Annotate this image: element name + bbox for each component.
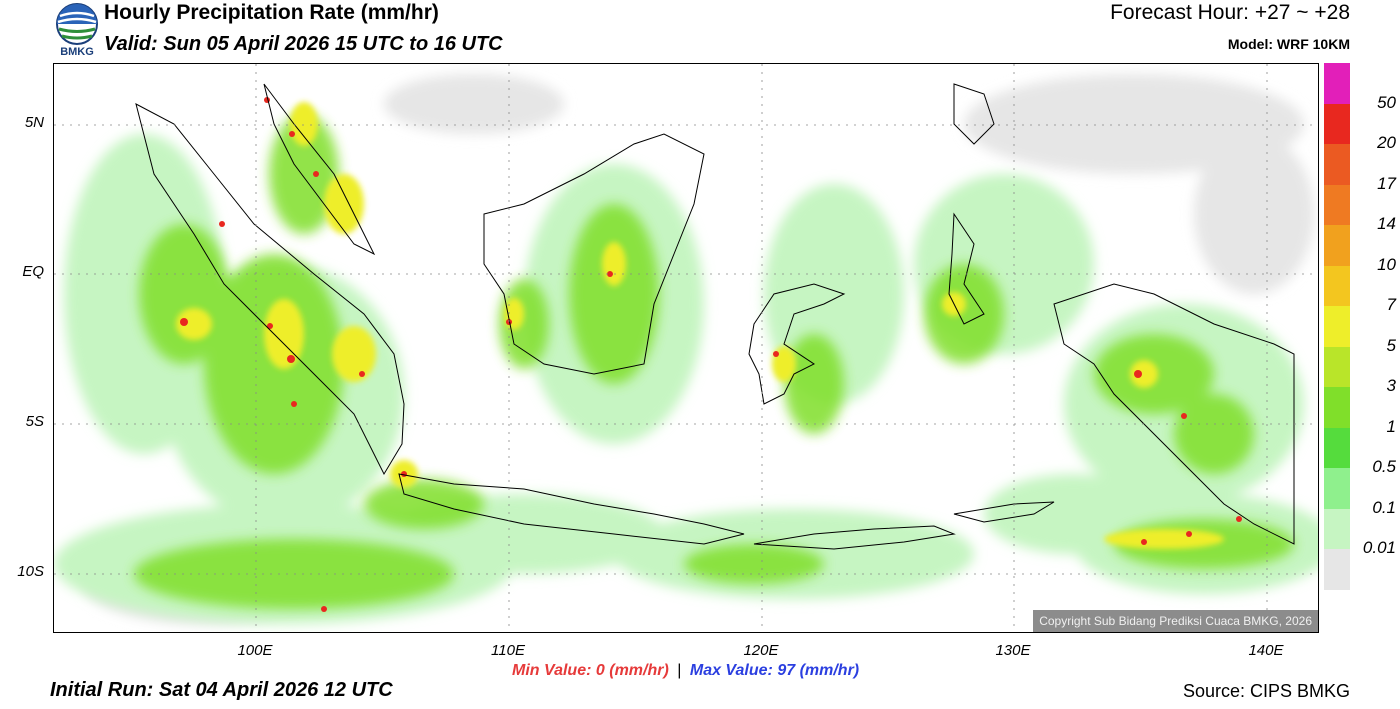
legend-swatch (1324, 144, 1350, 185)
legend-swatch (1324, 508, 1350, 550)
precip-moderate-layer (134, 114, 1294, 609)
legend-label: 1 (1386, 416, 1396, 436)
precipitation-map: Copyright Sub Bidang Prediksi Cuaca BMKG… (53, 63, 1319, 633)
legend-swatch (1324, 549, 1350, 590)
initial-run: Initial Run: Sat 04 April 2026 12 UTC (50, 679, 393, 701)
sulawesi-outline (748, 283, 846, 405)
chart-title: Hourly Precipitation Rate (mm/hr) (104, 1, 439, 24)
lon-tick-100e: 100E (237, 642, 273, 659)
legend-swatch (1324, 184, 1350, 226)
legend-swatch (1324, 265, 1350, 307)
bmkg-logo: BMKG (52, 2, 102, 62)
lon-tick-130e: 130E (995, 642, 1031, 659)
lat-tick-5n: 5N (24, 114, 44, 131)
sumatra-outline (135, 103, 405, 476)
legend-swatch (1324, 427, 1350, 469)
min-value-unit: (mm/hr) (609, 662, 669, 679)
legend-swatch (1324, 103, 1350, 145)
min-value: 0 (595, 662, 605, 679)
legend-label: 10 (1377, 254, 1396, 274)
map-canvas (54, 64, 1318, 632)
legend-label: 3 (1386, 376, 1396, 396)
precip-extreme-layer (180, 97, 1242, 612)
new-guinea-outline (1053, 283, 1295, 545)
copyright-notice: Copyright Sub Bidang Prediksi Cuaca BMKG… (1033, 610, 1318, 632)
valid-period: Valid: Sun 05 April 2026 15 UTC to 16 UT… (104, 33, 503, 55)
max-value-label: Max Value: (689, 662, 773, 679)
min-value-label: Min Value: (512, 662, 592, 679)
java-outline (398, 473, 745, 545)
bmkg-globe-icon (56, 3, 98, 45)
legend-label: 5 (1386, 335, 1396, 355)
lat-tick-10s: 10S (17, 563, 44, 580)
malay-peninsula-outline (263, 83, 376, 256)
legend-swatch (1324, 387, 1350, 428)
forecast-hour: Forecast Hour: +27 ~ +28 (1110, 1, 1350, 24)
coastlines (135, 83, 1295, 550)
legend-label: 20 (1377, 133, 1396, 153)
legend-label: 0.1 (1372, 497, 1396, 517)
legend-swatch (1324, 63, 1350, 104)
legend-label: 50 (1377, 92, 1396, 112)
nusa-tenggara-outline (753, 525, 956, 550)
lat-tick-5s: 5S (25, 413, 44, 430)
max-value-unit: (mm/hr) (799, 662, 860, 679)
lat-tick-eq: EQ (22, 263, 44, 280)
timor-outline (953, 501, 1055, 523)
legend-swatch (1324, 468, 1350, 509)
data-source: Source: CIPS BMKG (1182, 681, 1350, 701)
model-name: Model: WRF 10KM (1227, 36, 1350, 52)
lon-tick-140e: 140E (1248, 642, 1284, 659)
legend-label: 0.01 (1362, 538, 1396, 558)
maluku-outline (948, 212, 985, 325)
legend-label: 17 (1377, 173, 1396, 193)
legend-swatch (1324, 346, 1350, 388)
legend-colorbar (1324, 63, 1350, 590)
max-value: 97 (777, 662, 796, 679)
mindanao-outline (953, 83, 995, 145)
legend-label: 0.5 (1372, 457, 1396, 477)
lon-tick-110e: 110E (491, 642, 525, 659)
lat-lon-grid (54, 64, 1318, 632)
legend-label: 14 (1377, 214, 1396, 234)
legend-label: 7 (1386, 295, 1396, 315)
borneo-outline (483, 133, 705, 375)
stats-separator: | (677, 662, 682, 679)
lon-tick-120e: 120E (743, 642, 779, 659)
min-max-stats: Min Value: 0 (mm/hr) | Max Value: 97 (mm… (512, 662, 859, 680)
legend-swatch (1324, 225, 1350, 266)
logo-text: BMKG (60, 46, 94, 58)
legend-swatch (1324, 306, 1350, 347)
